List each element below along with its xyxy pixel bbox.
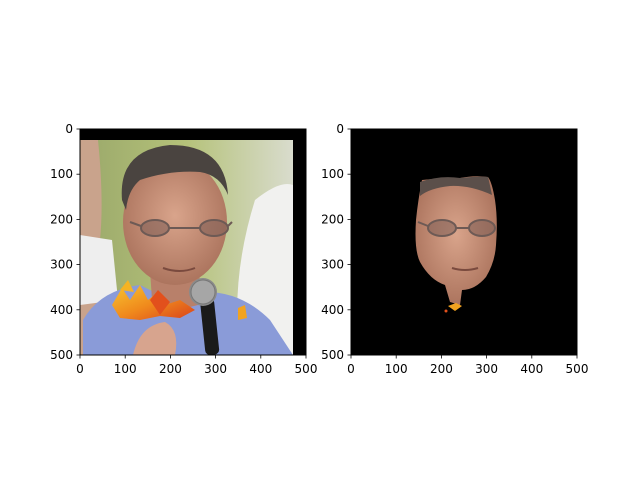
left-x-axis: 0 100 200 300 400 500 — [76, 355, 317, 376]
right-y-tick-label: 300 — [321, 258, 344, 272]
right-y-tick-label: 400 — [321, 303, 344, 317]
microphone — [189, 278, 220, 355]
left-x-tick-label: 0 — [76, 362, 84, 376]
left-y-tick-label: 500 — [50, 348, 73, 362]
mask-panel: 0 100 200 300 400 500 0 100 200 300 400 500 — [321, 122, 588, 376]
left-y-axis: 0 100 200 300 400 500 — [50, 122, 80, 362]
right-y-tick-label: 500 — [321, 348, 344, 362]
left-x-tick-label: 300 — [204, 362, 227, 376]
left-y-tick-label: 300 — [50, 258, 73, 272]
right-y-tick-label: 200 — [321, 212, 344, 226]
right-x-tick-label: 400 — [520, 362, 543, 376]
original-photo — [80, 129, 306, 355]
right-x-tick-label: 200 — [430, 362, 453, 376]
autumn-leaves — [112, 280, 247, 320]
left-x-tick-label: 100 — [114, 362, 137, 376]
face-segmentation-mask — [351, 129, 577, 355]
right-x-axis: 0 100 200 300 400 500 — [347, 355, 588, 376]
left-y-tick-label: 100 — [50, 167, 73, 181]
right-axes-frame — [350, 128, 578, 356]
original-photo-panel: 0 100 200 300 400 500 0 100 200 300 400 500 — [50, 122, 317, 376]
right-x-tick-label: 0 — [347, 362, 355, 376]
right-x-tick-label: 100 — [385, 362, 408, 376]
left-x-tick-label: 500 — [295, 362, 318, 376]
left-x-tick-label: 400 — [249, 362, 272, 376]
right-y-tick-label: 100 — [321, 167, 344, 181]
right-x-tick-label: 300 — [475, 362, 498, 376]
left-y-tick-label: 400 — [50, 303, 73, 317]
left-x-tick-label: 200 — [159, 362, 182, 376]
left-axes-frame — [79, 128, 307, 356]
left-y-tick-label: 0 — [65, 122, 73, 136]
right-y-tick-label: 0 — [336, 122, 344, 136]
left-y-tick-label: 200 — [50, 212, 73, 226]
right-x-tick-label: 500 — [566, 362, 589, 376]
right-y-axis: 0 100 200 300 400 500 — [321, 122, 351, 362]
